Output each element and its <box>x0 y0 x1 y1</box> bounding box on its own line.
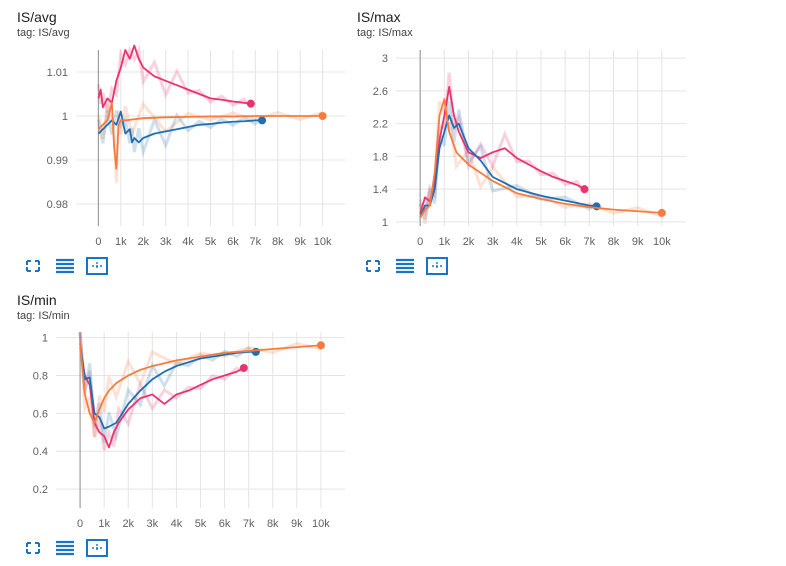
series-line <box>97 110 263 144</box>
series-end-point <box>318 112 327 120</box>
chart-plot-is-avg[interactable]: 0 1k 2k 3k 4k 5k 6k 7k 8k 9k 10k 0.98 0.99 1 1.01 <box>0 40 360 270</box>
series-noise-line <box>418 101 598 221</box>
x-tick-label: 8k <box>272 236 284 248</box>
series-end-point <box>239 363 248 372</box>
x-tick-label: 3k <box>147 518 159 530</box>
series-end-point <box>316 341 325 350</box>
x-tick-label: 10k <box>314 236 332 248</box>
x-tick-label: 2k <box>137 236 149 248</box>
x-tick-label: 9k <box>294 236 306 248</box>
series-line <box>79 346 245 449</box>
y-tick-label: 0.6 <box>33 408 48 420</box>
y-tick-label: 1 <box>62 111 68 123</box>
y-tick-label: 0.8 <box>33 371 48 383</box>
series-end-point <box>251 347 260 356</box>
series-line <box>419 114 597 219</box>
x-tick-label: 2k <box>122 518 134 530</box>
chart-title: IS/min <box>17 292 57 308</box>
x-tick-label: 3k <box>160 236 172 248</box>
chart-title: IS/max <box>357 9 401 25</box>
fit-domain-icon[interactable] <box>86 538 108 558</box>
series-end-point <box>592 202 601 211</box>
y-tick-label: 1.8 <box>373 151 388 163</box>
chart-title: IS/avg <box>17 9 57 25</box>
chart-tag: tag: IS/max <box>357 27 413 39</box>
chart-plot-is-max[interactable]: 0 1k 2k 3k 4k 5k 6k 7k 8k 9k 10k 1 1.4 1.8 2.2 2.6 3 <box>340 40 700 270</box>
x-tick-label: 6k <box>227 236 239 248</box>
y-tick-label: 1.01 <box>47 67 68 79</box>
series-end-point <box>580 185 589 194</box>
x-tick-label: 1k <box>98 518 110 530</box>
x-tick-label: 2k <box>463 236 475 248</box>
x-tick-label: 7k <box>584 236 596 248</box>
chart-tag: tag: IS/min <box>17 310 70 322</box>
x-tick-label: 5k <box>195 518 207 530</box>
fullscreen-icon[interactable] <box>362 256 384 276</box>
y-tick-label: 0.98 <box>47 199 68 211</box>
y-tick-label: 2.6 <box>373 86 388 98</box>
y-tick-label: 1 <box>382 217 388 229</box>
fit-domain-icon[interactable] <box>86 256 108 276</box>
series-end-point <box>657 208 666 217</box>
series-end-point <box>246 99 255 108</box>
x-tick-label: 5k <box>535 236 547 248</box>
y-tick-label: 1.4 <box>373 184 388 196</box>
x-tick-label: 4k <box>171 518 183 530</box>
x-tick-label: 4k <box>182 236 194 248</box>
chart-plot-is-min[interactable]: 0 1k 2k 3k 4k 5k 6k 7k 8k 9k 10k 0.2 0.4 0.6 0.8 1 <box>0 322 360 552</box>
x-tick-label: 10k <box>312 518 330 530</box>
x-tick-label: 0 <box>417 236 423 248</box>
x-tick-label: 9k <box>632 236 644 248</box>
series-end-point <box>258 116 267 125</box>
x-tick-label: 6k <box>219 518 231 530</box>
y-tick-label: 3 <box>382 53 388 65</box>
x-tick-label: 6k <box>559 236 571 248</box>
lines-icon[interactable] <box>394 256 416 276</box>
y-tick-label: 0.2 <box>33 484 48 496</box>
series-noise-line <box>96 110 264 158</box>
y-tick-label: 0.4 <box>33 446 48 458</box>
x-tick-label: 8k <box>608 236 620 248</box>
series-line <box>79 343 321 424</box>
x-tick-label: 8k <box>267 518 279 530</box>
fit-domain-icon[interactable] <box>426 256 448 276</box>
x-tick-label: 7k <box>250 236 262 248</box>
x-tick-label: 0 <box>95 236 101 248</box>
series-line <box>97 101 323 170</box>
y-tick-label: 0.99 <box>47 155 68 167</box>
series-line <box>419 98 662 219</box>
x-tick-label: 0 <box>77 518 83 530</box>
fullscreen-icon[interactable] <box>22 256 44 276</box>
series-line <box>79 343 256 430</box>
lines-icon[interactable] <box>54 538 76 558</box>
y-tick-label: 2.2 <box>373 119 388 131</box>
x-tick-label: 1k <box>439 236 451 248</box>
x-tick-label: 4k <box>511 236 523 248</box>
x-tick-label: 1k <box>115 236 127 248</box>
fullscreen-icon[interactable] <box>22 538 44 558</box>
y-tick-label: 1 <box>42 333 48 345</box>
x-tick-label: 7k <box>243 518 255 530</box>
series-line <box>97 44 251 109</box>
x-tick-label: 3k <box>487 236 499 248</box>
x-tick-label: 10k <box>653 236 671 248</box>
chart-tag: tag: IS/avg <box>17 27 70 39</box>
lines-icon[interactable] <box>54 256 76 276</box>
x-tick-label: 5k <box>205 236 217 248</box>
x-tick-label: 9k <box>291 518 303 530</box>
